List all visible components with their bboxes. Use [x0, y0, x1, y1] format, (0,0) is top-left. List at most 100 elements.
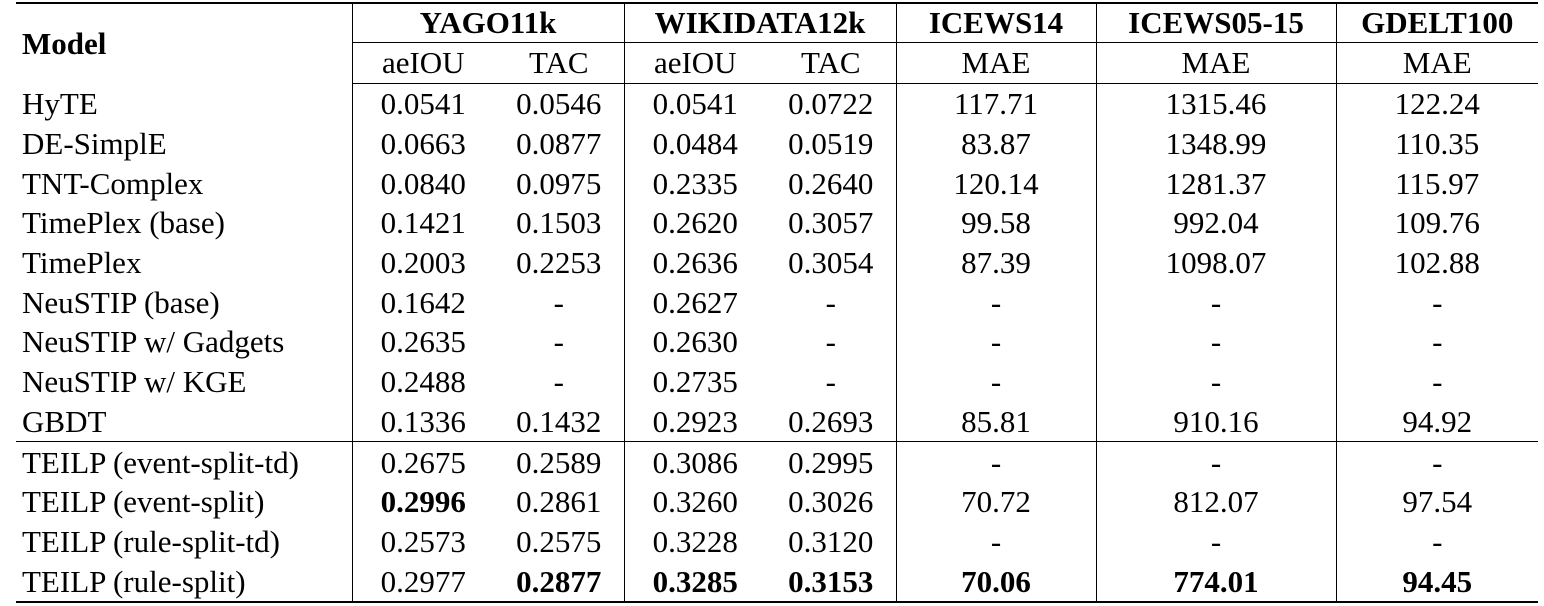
value-cell: 97.54	[1402, 484, 1473, 520]
value-cell: 115.97	[1395, 165, 1480, 201]
value-cell: -	[896, 521, 1097, 562]
table-row: GBDT 0.1336 0.1432 0.2923 0.2693 85.81 910.16 9…	[16, 401, 1538, 443]
value-cell: 120.14	[896, 163, 1097, 204]
value-cell: 0.0541	[380, 86, 466, 122]
table-row: NeuSTIP w/ KGE 0.2488-0.2735- - - -	[16, 361, 1538, 402]
value-cell: 0.2923	[624, 401, 766, 443]
value-cell: 0.2877	[494, 561, 625, 603]
value-cell: 94.92	[1336, 401, 1538, 443]
value-cell: -	[1096, 282, 1337, 323]
value-cell: 0.2735	[652, 364, 738, 400]
value-cell: 99.58	[896, 203, 1097, 243]
results-table: Model YAGO11k WIKIDATA12k ICEWS14 ICEWS0…	[16, 2, 1538, 603]
value-cell: -	[1096, 441, 1337, 482]
value-cell: -	[766, 361, 897, 402]
model-name-cell: TEILP (event-split-td)	[16, 441, 353, 482]
value-cell: -	[1432, 364, 1443, 400]
value-cell: 0.2995	[766, 441, 897, 482]
value-cell: -	[1432, 523, 1443, 559]
value-cell: -	[896, 282, 1097, 323]
value-cell: 0.3228	[652, 523, 738, 559]
value-cell: 0.0722	[766, 83, 897, 124]
value-cell: 0.3153	[766, 561, 897, 603]
value-cell: 0.1503	[494, 203, 625, 243]
value-cell: 774.01	[1096, 561, 1337, 603]
value-cell: -	[1432, 324, 1443, 360]
value-cell: 70.06	[896, 561, 1097, 603]
value-cell: 0.3260	[652, 484, 738, 520]
value-cell: -	[1096, 322, 1337, 362]
table-row: TEILP (rule-split-td) 0.2573 0.2575 0.3228 0…	[16, 521, 1538, 562]
value-cell: -	[1432, 284, 1443, 320]
value-cell: 0.0840	[380, 165, 466, 201]
value-cell: -	[1096, 361, 1337, 402]
value-cell: 122.24	[1394, 86, 1480, 122]
table-row: TEILP (event-split-td) 0.2675 0.2589 0.3086…	[16, 441, 1538, 482]
table-row: HyTE 0.0541 0.0546 0.0541 0.0722 117.71 1315.4…	[16, 83, 1538, 124]
value-cell: 0.0519	[766, 123, 897, 164]
value-cell: -	[896, 322, 1097, 362]
value-cell: 0.0546	[494, 83, 625, 124]
metric-header: MAE	[896, 42, 1097, 84]
model-name-cell: HyTE	[16, 83, 353, 124]
group-header-icews14: ICEWS14	[896, 3, 1097, 43]
group-header-gdelt100: GDELT100	[1336, 3, 1538, 43]
table-row: DE-SimplE 0.0663 0.0877 0.0484 0.0519 83.87 13…	[16, 123, 1538, 164]
value-cell: 910.16	[1096, 401, 1337, 443]
value-cell: 0.2488	[380, 364, 466, 400]
value-cell: 70.72	[896, 481, 1097, 522]
value-cell: 0.2335	[652, 165, 738, 201]
value-cell: 0.2996	[380, 484, 466, 520]
value-cell: 83.87	[896, 123, 1097, 164]
table-row: TimePlex 0.2003 0.2253 0.2636 0.3054 87.39 109…	[16, 242, 1538, 283]
table-row: TEILP (rule-split) 0.2977 0.2877 0.3285 0.31…	[16, 561, 1538, 603]
value-cell: 0.2620	[652, 205, 738, 241]
value-cell: 0.2573	[380, 523, 466, 559]
model-name-cell: TNT-Complex	[16, 163, 353, 204]
model-name-cell: TimePlex (base)	[16, 203, 353, 243]
value-cell: 110.35	[1395, 126, 1480, 162]
model-name-cell: NeuSTIP (base)	[16, 282, 353, 323]
group-header-icews05-15: ICEWS05-15	[1096, 3, 1337, 43]
value-cell: -	[1096, 521, 1337, 562]
table-row: NeuSTIP w/ Gadgets 0.2635-0.2630- - - -	[16, 322, 1538, 362]
value-cell: 94.45	[1336, 561, 1538, 603]
table-row: NeuSTIP (base) 0.1642-0.2627- - - -	[16, 282, 1538, 323]
model-name-cell: GBDT	[16, 401, 353, 443]
table-row: TNT-Complex 0.0840 0.0975 0.2335 0.2640 120.1…	[16, 163, 1538, 204]
value-cell: 0.3285	[624, 561, 766, 603]
value-cell: 0.3057	[766, 203, 897, 243]
model-name-cell: TimePlex	[16, 242, 353, 283]
value-cell: 0.3120	[766, 521, 897, 562]
metric-header: aeIOU	[624, 42, 766, 84]
value-cell: 0.2635	[380, 324, 466, 360]
metric-header: MAE	[1336, 42, 1538, 84]
model-name-cell: NeuSTIP w/ KGE	[16, 361, 353, 402]
group-header-yago11k: YAGO11k	[352, 3, 625, 43]
value-cell: 0.2640	[766, 163, 897, 204]
value-cell: 0.2627	[652, 284, 738, 320]
value-cell: -	[494, 361, 625, 402]
value-cell: 0.2636	[652, 245, 738, 281]
metric-header: MAE	[1096, 42, 1337, 84]
group-header-wikidata12k: WIKIDATA12k	[624, 3, 897, 43]
value-cell: 0.2675	[380, 444, 466, 480]
table-row: TEILP (event-split) 0.2996 0.2861 0.3260 0.3…	[16, 481, 1538, 522]
value-cell: 992.04	[1096, 203, 1337, 243]
value-cell: 85.81	[896, 401, 1097, 443]
value-cell: 0.0541	[652, 86, 738, 122]
value-cell: 812.07	[1096, 481, 1337, 522]
teilp-rows: TEILP (event-split-td) 0.2675 0.2589 0.3086…	[16, 441, 1538, 603]
model-name-cell: NeuSTIP w/ Gadgets	[16, 322, 353, 362]
value-cell: -	[494, 322, 625, 362]
metric-header: aeIOU	[352, 42, 494, 84]
value-cell: 0.0484	[652, 126, 738, 162]
value-cell: 1348.99	[1096, 123, 1337, 164]
value-cell: 0.2589	[494, 441, 625, 482]
value-cell: 0.3086	[652, 444, 738, 480]
value-cell: 0.2861	[494, 481, 625, 522]
value-cell: 0.2693	[766, 401, 897, 443]
value-cell: 1281.37	[1096, 163, 1337, 204]
value-cell: -	[766, 282, 897, 323]
value-cell: 0.3026	[766, 481, 897, 522]
